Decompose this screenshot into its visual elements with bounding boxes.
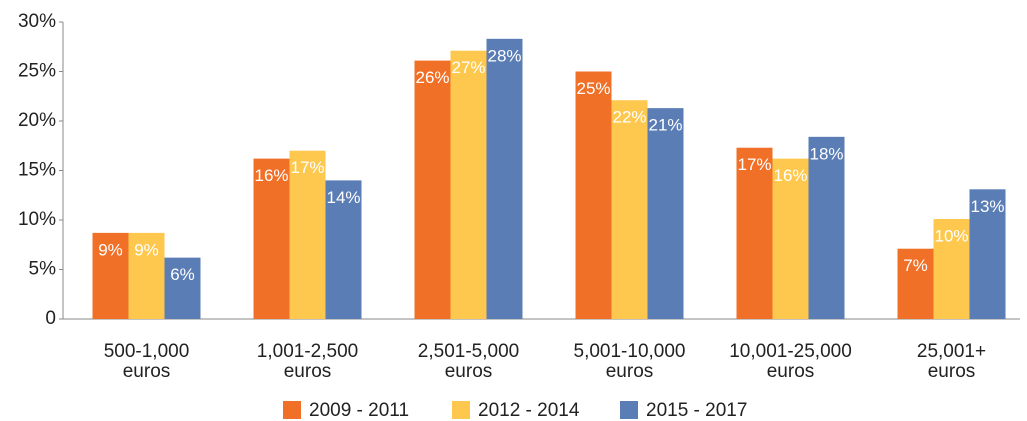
bar bbox=[128, 232, 165, 319]
y-tick-label: 10% bbox=[18, 209, 56, 230]
y-tick-label: 30% bbox=[18, 11, 56, 32]
value-label: 7% bbox=[903, 256, 928, 275]
value-label: 28% bbox=[487, 46, 521, 65]
x-tick-label: euros bbox=[123, 361, 171, 382]
bar bbox=[289, 150, 326, 319]
value-label: 6% bbox=[170, 265, 195, 284]
bar bbox=[736, 147, 773, 319]
x-tick-label: 25,001+ bbox=[917, 341, 986, 362]
x-tick-label: 500-1,000 bbox=[104, 341, 190, 362]
value-label: 25% bbox=[576, 79, 610, 98]
y-tick-label: 5% bbox=[29, 259, 57, 280]
legend-label: 2012 - 2014 bbox=[478, 400, 580, 421]
legend-swatch bbox=[283, 401, 301, 419]
bar bbox=[575, 71, 612, 319]
bar bbox=[253, 158, 290, 319]
bar bbox=[808, 136, 845, 319]
legend-label: 2009 - 2011 bbox=[309, 400, 409, 421]
x-tick-label: 5,001-10,000 bbox=[574, 341, 686, 362]
bar bbox=[897, 248, 934, 319]
x-tick-label: 10,001-25,000 bbox=[729, 341, 852, 362]
x-tick-label: euros bbox=[767, 361, 815, 382]
bar bbox=[933, 219, 970, 319]
y-tick-label: 20% bbox=[18, 110, 56, 131]
value-label: 18% bbox=[809, 144, 843, 163]
value-label: 13% bbox=[970, 197, 1004, 216]
value-label: 27% bbox=[451, 58, 485, 77]
value-label: 16% bbox=[254, 166, 288, 185]
bar bbox=[325, 180, 362, 319]
legend-swatch bbox=[620, 401, 638, 419]
bar bbox=[92, 232, 129, 319]
value-label: 22% bbox=[612, 108, 646, 127]
x-tick-label: 1,001-2,500 bbox=[257, 341, 358, 362]
y-tick-label: 0 bbox=[45, 308, 56, 329]
bar bbox=[164, 257, 201, 319]
bar bbox=[772, 158, 809, 319]
value-label: 17% bbox=[737, 155, 771, 174]
bar bbox=[486, 38, 523, 320]
value-label: 21% bbox=[648, 116, 682, 135]
x-tick-label: euros bbox=[445, 361, 493, 382]
x-tick-label: euros bbox=[284, 361, 332, 382]
value-label: 9% bbox=[98, 240, 123, 259]
value-label: 9% bbox=[134, 240, 159, 259]
value-label: 10% bbox=[934, 226, 968, 245]
value-label: 26% bbox=[415, 68, 449, 87]
bar bbox=[611, 100, 648, 320]
y-tick-label: 15% bbox=[18, 160, 56, 181]
value-label: 16% bbox=[773, 166, 807, 185]
legend-label: 2015 - 2017 bbox=[646, 400, 747, 421]
bar bbox=[414, 60, 451, 320]
legend-swatch bbox=[452, 401, 470, 419]
y-tick-label: 25% bbox=[18, 61, 56, 82]
bar bbox=[647, 108, 684, 319]
bar bbox=[969, 189, 1006, 319]
x-tick-label: euros bbox=[928, 361, 976, 382]
x-tick-label: euros bbox=[606, 361, 654, 382]
x-tick-label: 2,501-5,000 bbox=[418, 341, 519, 362]
bar bbox=[450, 50, 487, 320]
value-label: 17% bbox=[290, 158, 324, 177]
value-label: 14% bbox=[326, 188, 360, 207]
